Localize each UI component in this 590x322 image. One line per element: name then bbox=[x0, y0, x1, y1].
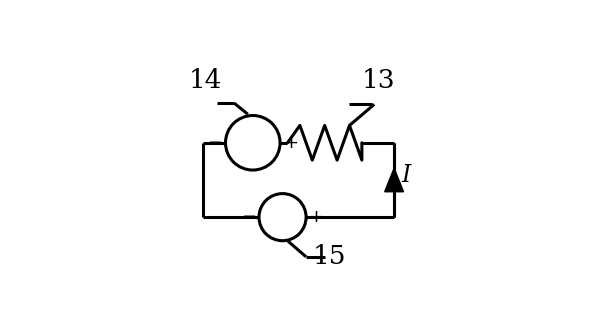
Text: 15: 15 bbox=[312, 244, 346, 269]
Text: +: + bbox=[309, 208, 323, 226]
Text: I: I bbox=[402, 164, 411, 186]
Text: 13: 13 bbox=[362, 68, 395, 93]
Text: 14: 14 bbox=[188, 68, 222, 93]
Text: −: − bbox=[241, 208, 256, 226]
Text: −: − bbox=[206, 134, 222, 152]
Text: +: + bbox=[283, 134, 298, 152]
Polygon shape bbox=[385, 168, 404, 192]
